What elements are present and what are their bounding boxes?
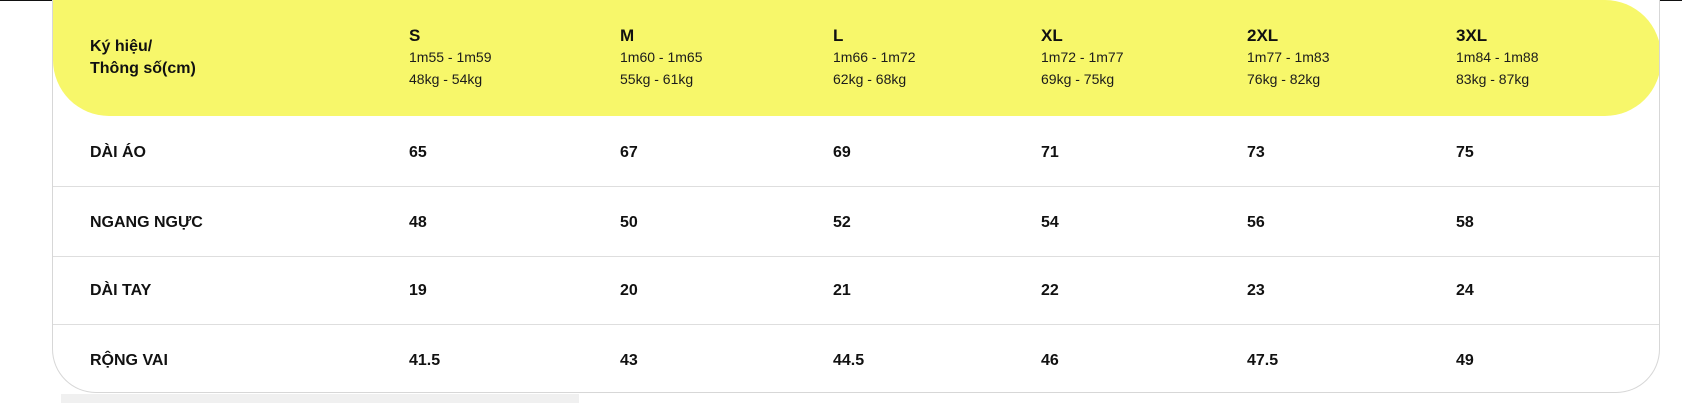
row-label: DÀI ÁO — [90, 144, 146, 161]
row-value: 69 — [833, 144, 851, 161]
size-height-range: 1m84 - 1m88 — [1456, 49, 1539, 65]
row-value: 21 — [833, 282, 851, 299]
row-value: 23 — [1247, 282, 1265, 299]
size-name: S — [409, 26, 421, 45]
size-weight-range: 55kg - 61kg — [620, 71, 694, 87]
row-value: 58 — [1456, 214, 1474, 231]
size-height-range: 1m60 - 1m65 — [620, 49, 703, 65]
row-label: RỘNG VAI — [90, 352, 168, 369]
row-value: 43 — [620, 352, 638, 369]
size-name: 2XL — [1247, 26, 1279, 45]
table-row: DÀI TAY 19 20 21 22 23 24 — [53, 256, 1659, 325]
row-value: 24 — [1456, 282, 1474, 299]
size-name: M — [620, 26, 635, 45]
size-chart-table: Ký hiệu/ Thông số(cm) S 1m55 - 1m59 48kg… — [52, 0, 1660, 393]
header-label-line1: Ký hiệu/ — [90, 38, 153, 55]
size-weight-range: 69kg - 75kg — [1041, 71, 1115, 87]
row-value: 46 — [1041, 352, 1059, 369]
header-size-xl: XL 1m72 - 1m77 69kg - 75kg — [1041, 26, 1123, 90]
row-value: 19 — [409, 282, 427, 299]
size-weight-range: 48kg - 54kg — [409, 71, 483, 87]
size-height-range: 1m66 - 1m72 — [833, 49, 916, 65]
row-value: 56 — [1247, 214, 1265, 231]
header-label-cell: Ký hiệu/ Thông số(cm) — [90, 36, 196, 80]
size-weight-range: 62kg - 68kg — [833, 71, 907, 87]
size-name: L — [833, 26, 844, 45]
row-value: 65 — [409, 144, 427, 161]
header-label-line2: Thông số(cm) — [90, 60, 196, 77]
row-value: 73 — [1247, 144, 1265, 161]
row-value: 49 — [1456, 352, 1474, 369]
header-size-2xl: 2XL 1m77 - 1m83 76kg - 82kg — [1247, 26, 1329, 90]
row-value: 20 — [620, 282, 638, 299]
table-row: NGANG NGỰC 48 50 52 54 56 58 — [53, 186, 1659, 256]
row-value: 52 — [833, 214, 851, 231]
row-value: 22 — [1041, 282, 1059, 299]
size-height-range: 1m77 - 1m83 — [1247, 49, 1330, 65]
row-value: 47.5 — [1247, 352, 1279, 369]
row-value: 71 — [1041, 144, 1059, 161]
row-label: DÀI TAY — [90, 282, 152, 299]
header-size-3xl: 3XL 1m84 - 1m88 83kg - 87kg — [1456, 26, 1538, 90]
table-row: RỘNG VAI 41.5 43 44.5 46 47.5 49 — [53, 324, 1659, 392]
bottom-scroll-strip — [61, 394, 579, 403]
size-name: 3XL — [1456, 26, 1488, 45]
size-height-range: 1m55 - 1m59 — [409, 49, 492, 65]
row-value: 75 — [1456, 144, 1474, 161]
row-value: 54 — [1041, 214, 1059, 231]
size-name: XL — [1041, 26, 1063, 45]
header-size-s: S 1m55 - 1m59 48kg - 54kg — [409, 26, 491, 90]
row-label: NGANG NGỰC — [90, 214, 203, 231]
size-weight-range: 76kg - 82kg — [1247, 71, 1321, 87]
header-size-m: M 1m60 - 1m65 55kg - 61kg — [620, 26, 702, 90]
row-value: 67 — [620, 144, 638, 161]
row-value: 50 — [620, 214, 638, 231]
table-header-row: Ký hiệu/ Thông số(cm) S 1m55 - 1m59 48kg… — [53, 0, 1659, 116]
size-weight-range: 83kg - 87kg — [1456, 71, 1530, 87]
table-row: DÀI ÁO 65 67 69 71 73 75 — [53, 116, 1659, 186]
size-height-range: 1m72 - 1m77 — [1041, 49, 1124, 65]
row-value: 48 — [409, 214, 427, 231]
header-size-l: L 1m66 - 1m72 62kg - 68kg — [833, 26, 915, 90]
row-value: 41.5 — [409, 352, 441, 369]
row-value: 44.5 — [833, 352, 865, 369]
